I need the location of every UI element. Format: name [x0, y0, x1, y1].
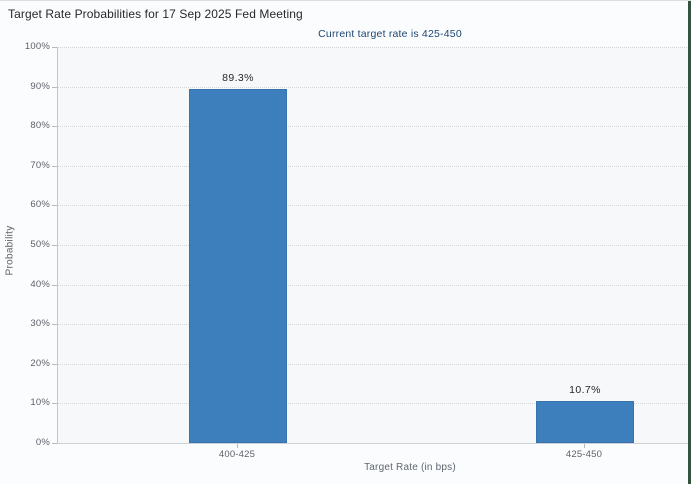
- y-tick-label-50: 50%: [30, 239, 50, 250]
- y-tick-label-70: 70%: [30, 159, 50, 171]
- gridline-80: [58, 126, 689, 128]
- y-tick-label-80: 80%: [30, 120, 50, 132]
- gridline-30: [58, 324, 689, 326]
- gridline-10: [58, 403, 689, 405]
- gridline-60: [58, 205, 689, 207]
- window-right-edge-border: [688, 1, 691, 484]
- x-tick-label-425-450: 425-450: [565, 449, 603, 460]
- chart-title: Target Rate Probabilities for 17 Sep 202…: [8, 7, 303, 21]
- y-tick-mark-90: [52, 86, 57, 88]
- y-axis-title: Probability: [4, 225, 16, 276]
- plot-area: 89.3% 10.7%: [57, 47, 689, 444]
- y-tick-label-0: 0%: [35, 437, 50, 448]
- gridline-40: [58, 284, 689, 286]
- y-tick-mark-50: [52, 245, 57, 246]
- x-tick-mark-425-450: [584, 444, 585, 448]
- y-tick-mark-0: [52, 443, 57, 444]
- gridline-90: [58, 86, 689, 88]
- gridline-70: [58, 165, 689, 167]
- gridline-20: [58, 363, 689, 365]
- y-tick-mark-40: [52, 284, 57, 286]
- y-tick-label-100: 100%: [24, 41, 50, 52]
- y-tick-mark-10: [52, 403, 57, 405]
- y-tick-mark-30: [52, 324, 57, 326]
- y-tick-mark-70: [52, 165, 57, 167]
- chart-subtitle: Current target rate is 425-450: [318, 28, 462, 40]
- bar-400-425[interactable]: [189, 89, 287, 443]
- bar-value-label-400-425: 89.3%: [222, 72, 254, 85]
- y-tick-mark-100: [52, 47, 57, 48]
- y-tick-label-60: 60%: [30, 199, 50, 211]
- y-tick-label-10: 10%: [30, 397, 50, 409]
- x-tick-mark-400-425: [237, 444, 238, 448]
- gridline-50: [58, 245, 689, 246]
- bar-value-label-425-450: 10.7%: [569, 383, 601, 396]
- y-tick-label-40: 40%: [30, 278, 50, 290]
- y-tick-mark-80: [52, 126, 57, 128]
- y-tick-mark-20: [52, 363, 57, 365]
- y-tick-mark-60: [52, 205, 57, 207]
- y-tick-label-20: 20%: [30, 357, 50, 369]
- gridline-100: [58, 47, 689, 48]
- bar-425-450[interactable]: [536, 400, 634, 443]
- y-tick-label-90: 90%: [30, 80, 50, 92]
- x-tick-label-400-425: 400-425: [218, 449, 256, 460]
- y-tick-label-30: 30%: [30, 318, 50, 330]
- x-axis-title: Target Rate (in bps): [364, 462, 456, 473]
